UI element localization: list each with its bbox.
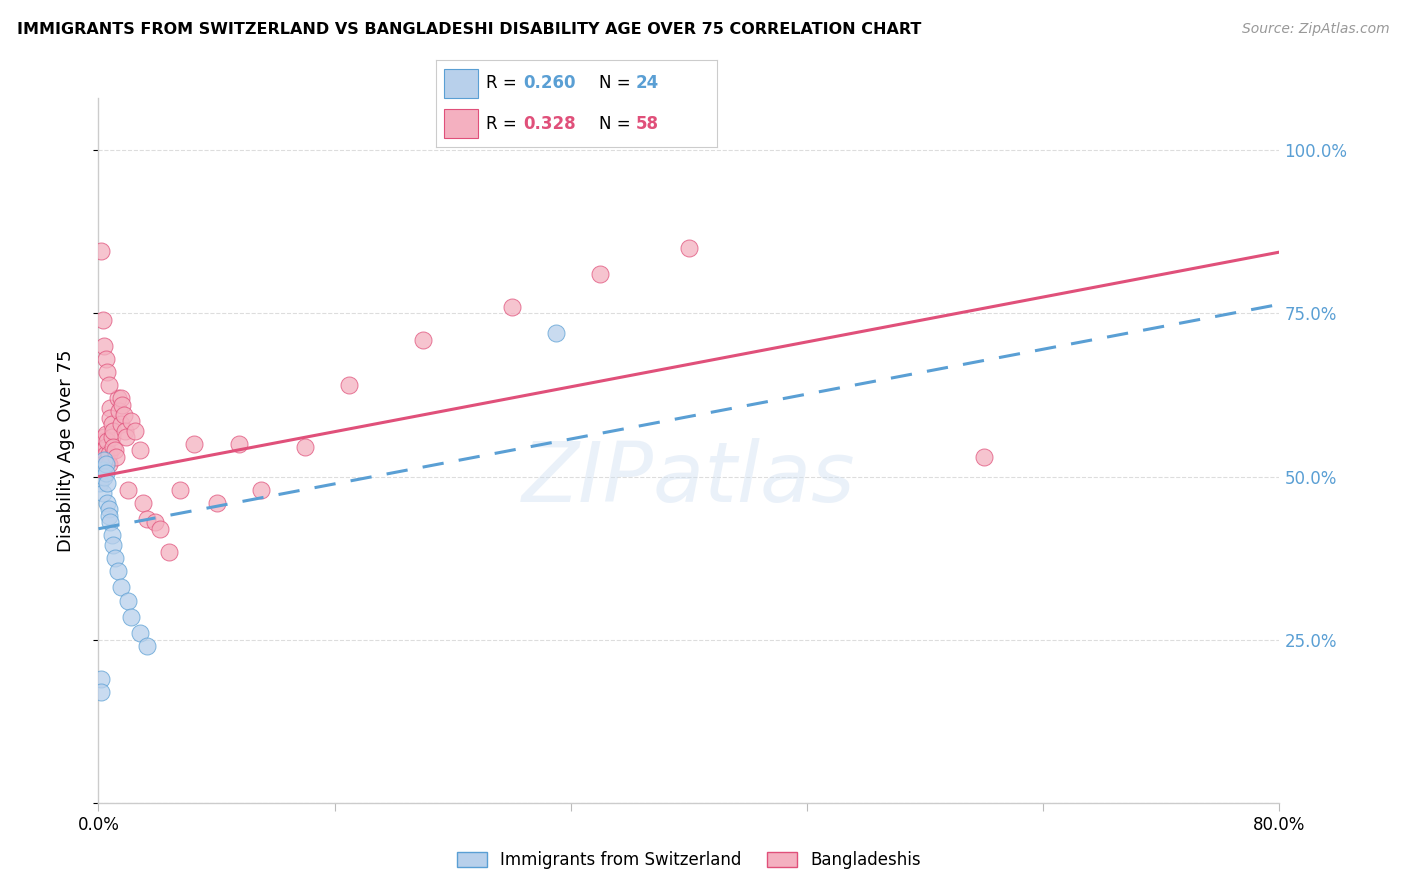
- Point: [90, 453, 112, 467]
- Point: [589, 268, 612, 282]
- Point: [97, 457, 120, 471]
- Text: N =: N =: [599, 114, 636, 133]
- Point: [108, 404, 131, 418]
- Point: [93, 469, 115, 483]
- Point: [89, 476, 111, 491]
- Point: [412, 333, 434, 347]
- Text: 0.260: 0.260: [523, 74, 575, 93]
- Point: [96, 365, 118, 379]
- Point: [107, 391, 129, 405]
- Bar: [444, 109, 478, 138]
- Point: [124, 424, 146, 438]
- Point: [169, 483, 191, 497]
- Point: [97, 447, 120, 461]
- Point: [98, 401, 121, 415]
- Point: [96, 496, 118, 510]
- Text: 58: 58: [636, 114, 658, 133]
- Point: [91, 486, 114, 500]
- Text: Source: ZipAtlas.com: Source: ZipAtlas.com: [1241, 22, 1389, 37]
- Point: [96, 434, 118, 448]
- Point: [96, 476, 118, 491]
- Point: [128, 443, 150, 458]
- Point: [107, 564, 129, 578]
- Point: [546, 326, 568, 340]
- Text: 0.328: 0.328: [523, 114, 575, 133]
- Point: [90, 440, 112, 454]
- Point: [91, 463, 114, 477]
- Y-axis label: Disability Age Over 75: Disability Age Over 75: [56, 349, 75, 552]
- Point: [97, 378, 120, 392]
- Point: [94, 440, 117, 454]
- Text: N =: N =: [599, 74, 636, 93]
- Point: [90, 685, 112, 699]
- Point: [183, 437, 205, 451]
- Point: [205, 496, 228, 510]
- Point: [94, 467, 117, 481]
- Text: R =: R =: [486, 114, 523, 133]
- Point: [98, 515, 121, 529]
- Point: [294, 440, 316, 454]
- Point: [91, 313, 114, 327]
- Text: 24: 24: [636, 74, 659, 93]
- Point: [112, 408, 135, 422]
- Point: [91, 443, 114, 458]
- Bar: [444, 69, 478, 98]
- Point: [90, 672, 112, 686]
- Point: [94, 447, 117, 461]
- Point: [149, 522, 172, 536]
- Point: [104, 443, 127, 458]
- Point: [104, 551, 127, 566]
- Point: [94, 457, 117, 471]
- Text: R =: R =: [486, 74, 523, 93]
- Point: [96, 453, 118, 467]
- Point: [110, 417, 132, 432]
- Point: [115, 430, 138, 444]
- Point: [94, 427, 117, 442]
- Point: [97, 508, 120, 523]
- Point: [97, 502, 120, 516]
- Point: [136, 512, 159, 526]
- Point: [105, 450, 128, 464]
- Text: IMMIGRANTS FROM SWITZERLAND VS BANGLADESHI DISABILITY AGE OVER 75 CORRELATION CH: IMMIGRANTS FROM SWITZERLAND VS BANGLADES…: [17, 22, 921, 37]
- Point: [114, 424, 136, 438]
- Point: [103, 440, 125, 454]
- Point: [103, 538, 125, 552]
- Point: [91, 434, 114, 448]
- Point: [120, 414, 142, 428]
- Point: [117, 593, 139, 607]
- Point: [100, 528, 122, 542]
- Point: [110, 581, 132, 595]
- Point: [136, 639, 159, 653]
- Point: [90, 244, 112, 259]
- Point: [339, 378, 360, 392]
- Point: [110, 391, 132, 405]
- Point: [94, 352, 117, 367]
- Point: [93, 339, 115, 353]
- Point: [100, 417, 122, 432]
- Point: [250, 483, 273, 497]
- Text: ZIPatlas: ZIPatlas: [522, 438, 856, 519]
- Point: [98, 410, 121, 425]
- Point: [128, 626, 150, 640]
- Point: [501, 300, 523, 314]
- Point: [100, 430, 122, 444]
- Point: [120, 610, 142, 624]
- Point: [93, 430, 115, 444]
- Point: [103, 424, 125, 438]
- Point: [93, 443, 115, 458]
- Point: [132, 496, 155, 510]
- Point: [93, 453, 115, 467]
- Point: [111, 398, 134, 412]
- Point: [117, 483, 139, 497]
- Point: [157, 544, 180, 558]
- Point: [973, 450, 995, 464]
- Point: [228, 437, 250, 451]
- Point: [143, 515, 166, 529]
- Point: [678, 241, 700, 255]
- Legend: Immigrants from Switzerland, Bangladeshis: Immigrants from Switzerland, Bangladeshi…: [450, 844, 928, 876]
- Point: [89, 450, 111, 464]
